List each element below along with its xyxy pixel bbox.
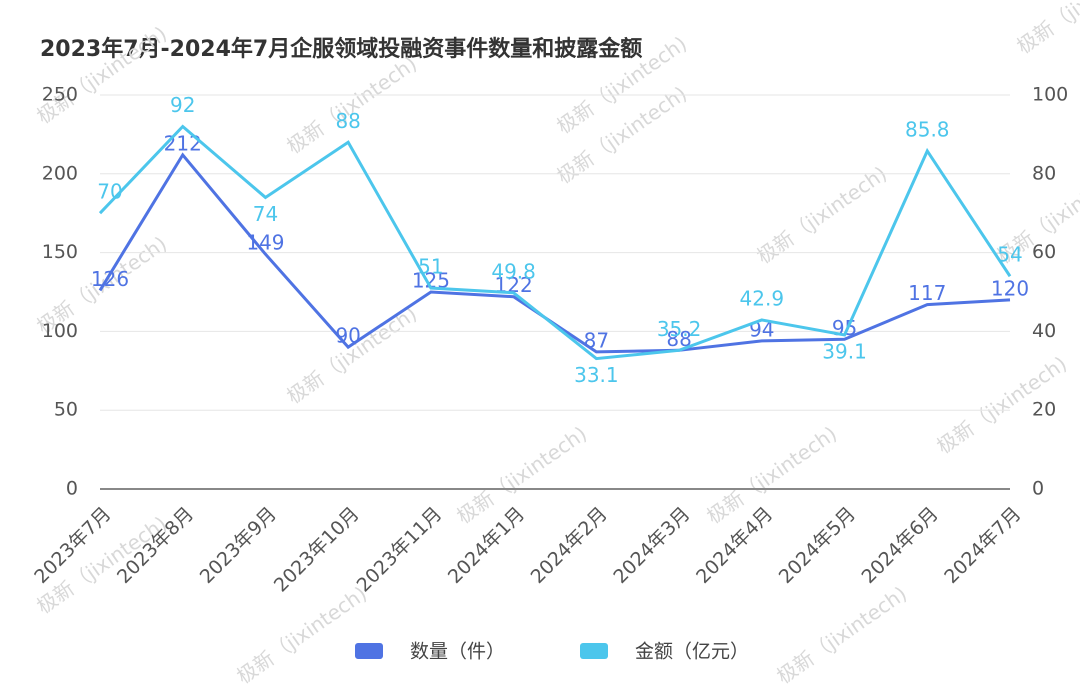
data-label: 149 — [246, 231, 284, 255]
data-label: 74 — [253, 202, 278, 226]
data-label: 85.8 — [905, 117, 950, 141]
x-tick-label: 2024年6月 — [858, 503, 943, 588]
data-label: 42.9 — [740, 286, 785, 310]
chart-title: 2023年7月-2024年7月企服领域投融资事件数量和披露金额 — [40, 36, 642, 62]
data-label: 39.1 — [822, 339, 867, 363]
data-label: 49.8 — [491, 259, 536, 283]
x-tick-label: 2023年10月 — [270, 503, 364, 597]
y2-tick-label: 100 — [1032, 84, 1068, 106]
y-tick-label: 250 — [42, 84, 78, 106]
x-tick-label: 2024年7月 — [940, 503, 1025, 588]
data-label: 117 — [908, 281, 946, 305]
watermark: 极新（jixintech) — [282, 51, 421, 158]
x-tick-label: 2024年4月 — [692, 503, 777, 588]
watermark: 极新（jixintech) — [1012, 0, 1080, 59]
watermark: 极新（jixintech) — [772, 581, 911, 688]
watermark: 极新（jixintech) — [282, 301, 421, 408]
x-tick-label: 2023年9月 — [196, 503, 281, 588]
x-tick-label: 2024年3月 — [609, 503, 694, 588]
y2-tick-label: 40 — [1032, 320, 1056, 342]
data-label: 88 — [335, 109, 360, 133]
y-tick-label: 150 — [42, 241, 78, 263]
data-label: 90 — [335, 324, 360, 348]
y-tick-label: 50 — [54, 399, 78, 421]
data-label: 87 — [584, 328, 609, 352]
data-label: 92 — [170, 93, 195, 117]
series-line — [98, 124, 1012, 361]
data-label: 51 — [418, 255, 443, 279]
x-tick-label: 2023年11月 — [353, 503, 447, 597]
legend-label: 金额（亿元） — [635, 641, 749, 663]
y2-tick-label: 60 — [1032, 241, 1056, 263]
y2-tick-label: 20 — [1032, 399, 1056, 421]
x-tick-label: 2024年5月 — [775, 503, 860, 588]
watermark: 极新（jixintech) — [232, 581, 371, 688]
legend-label: 数量（件） — [410, 641, 505, 663]
data-label: 120 — [991, 276, 1029, 300]
y2-tick-label: 0 — [1032, 478, 1044, 500]
data-label: 212 — [164, 131, 202, 155]
legend-swatch — [580, 643, 608, 659]
watermark: 极新（jixintech) — [702, 421, 841, 528]
y-tick-label: 200 — [42, 162, 78, 184]
y-tick-label: 100 — [42, 320, 78, 342]
legend-swatch — [355, 643, 383, 659]
y-tick-label: 0 — [66, 478, 78, 500]
data-label: 70 — [97, 180, 122, 204]
data-label: 33.1 — [574, 363, 619, 387]
data-label: 54 — [997, 243, 1022, 267]
data-label: 126 — [91, 267, 129, 291]
y2-tick-label: 80 — [1032, 162, 1056, 184]
data-label: 35.2 — [657, 317, 702, 341]
x-tick-label: 2024年2月 — [527, 503, 612, 588]
